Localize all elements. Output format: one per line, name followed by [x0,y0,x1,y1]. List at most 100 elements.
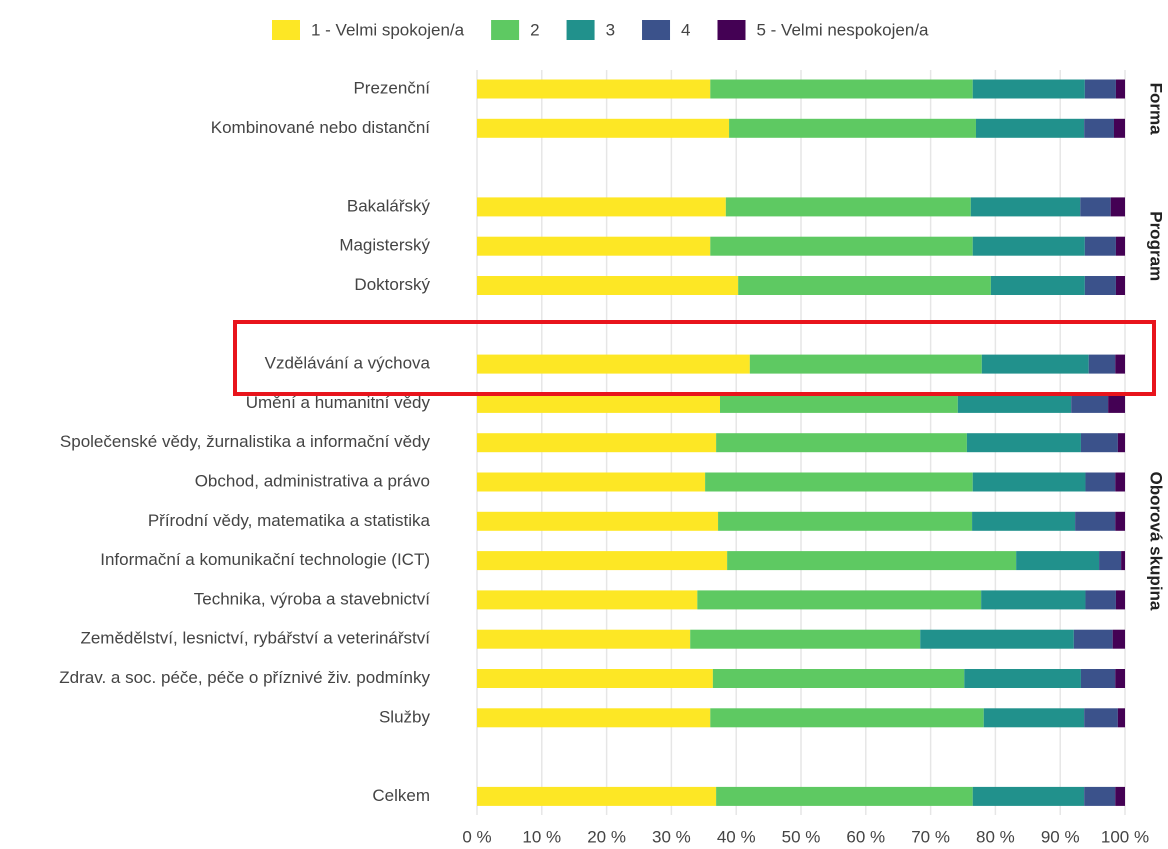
bar-segment [477,708,711,728]
x-tick-label: 70 % [911,827,950,846]
bar-segment [981,590,1086,610]
legend-swatch [717,20,746,40]
bar-segment [477,354,750,374]
bar-segment [1084,118,1114,138]
bar-segment [1084,79,1116,99]
legend-label: 5 - Velmi nespokojen/a [757,20,930,39]
bar-segment [716,786,973,806]
bar-segment [920,629,1074,649]
bar-segment [477,590,698,610]
x-tick-label: 40 % [717,827,756,846]
x-tick-label: 60 % [846,827,885,846]
bar-segment [477,786,717,806]
facet-label: Oborová skupina [1147,472,1166,611]
bar-segment [477,629,691,649]
bar-segment [1075,511,1116,531]
bar-segment [972,472,1086,492]
legend-swatch [272,20,300,40]
y-tick-label: Doktorský [354,275,430,294]
bar-segment [1115,236,1125,256]
bar-segment [1115,669,1125,688]
bar-segment [1099,551,1122,571]
bar-segment [477,197,726,217]
bar-segment [981,354,1089,374]
bar-segment [690,629,921,649]
legend-label: 2 [530,20,539,39]
bar-segment [1121,551,1125,571]
y-tick-label: Přírodní vědy, matematika a statistika [148,511,431,530]
y-tick-label: Celkem [372,786,430,805]
bar-segment [477,393,720,413]
bar-segment [477,472,706,492]
bar-segment [1085,472,1116,492]
y-tick-label: Magisterský [339,236,430,255]
bar-segment [1117,433,1125,453]
bar-segment [1115,472,1125,492]
y-tick-label: Prezenční [353,78,430,97]
bar-segment [1113,118,1125,138]
bar-segment [710,79,973,99]
bar-segment [1016,551,1100,571]
bar-segment [477,118,730,138]
x-tick-label: 100 % [1101,827,1149,846]
x-tick-label: 20 % [587,827,626,846]
bar-segment [725,197,971,217]
bar-segment [1117,708,1125,728]
bar-segment [966,433,1081,453]
bar-segment [972,79,1085,99]
y-tick-label: Služby [379,707,431,726]
x-tick-label: 50 % [782,827,821,846]
bar-segment [975,118,1085,138]
y-tick-label: Informační a komunikační technologie (IC… [100,550,430,569]
bar-segment [1080,433,1118,453]
bar-segment [1115,354,1125,374]
y-tick-label: Zdrav. a soc. péče, péče o příznivé živ.… [59,668,430,687]
bar-segment [1112,629,1125,649]
legend-swatch [566,20,595,40]
bar-segment [716,433,967,453]
bar-segment [957,393,1072,413]
bar-segment [1084,276,1116,295]
legend-swatch [491,20,520,40]
y-tick-label: Zemědělství, lesnictví, rybářství a vete… [80,629,430,648]
bar-segment [1085,590,1116,610]
bar-segment [1073,629,1113,649]
bar-segment [477,79,711,99]
bar-segment [738,276,991,295]
bar-segment [477,276,739,295]
bar-segment [972,511,1076,531]
bar-segment [727,551,1017,571]
bar-segment [1115,786,1125,806]
bar-segment [1084,236,1116,256]
x-tick-label: 30 % [652,827,691,846]
x-tick-label: 10 % [522,827,561,846]
bar-segment [1115,276,1125,295]
highlight-box [233,320,1156,396]
facet-label: Forma [1147,83,1166,135]
bar-segment [1084,786,1116,806]
y-tick-label: Vzdělávání a výchova [265,354,431,373]
legend-label: 4 [681,20,690,39]
bar-segment [1088,354,1116,374]
facet-label: Program [1147,211,1166,281]
bar-segment [983,708,1085,728]
bar-segment [477,551,728,571]
bar-segment [477,511,719,531]
bar-segment [477,236,711,256]
x-tick-label: 80 % [976,827,1015,846]
bar-segment [710,708,984,728]
bar-segment [964,669,1081,688]
bar-segment [1108,393,1125,413]
y-tick-label: Umění a humanitní vědy [246,393,431,412]
bar-segment [972,236,1085,256]
legend-label: 3 [606,20,615,39]
bar-segment [710,236,973,256]
y-tick-label: Technika, výroba a stavebnictví [194,589,431,608]
y-tick-label: Bakalářský [347,196,431,215]
bar-segment [697,590,982,610]
bar-segment [477,669,713,688]
x-tick-label: 0 % [462,827,491,846]
y-tick-label: Obchod, administrativa a právo [195,471,430,490]
bar-segment [720,393,958,413]
bar-segment [749,354,982,374]
